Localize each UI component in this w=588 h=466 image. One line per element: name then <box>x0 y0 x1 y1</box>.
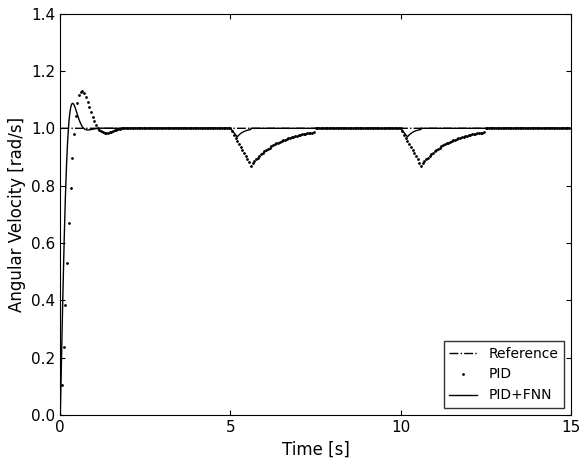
PID <box>78 88 85 94</box>
Y-axis label: Angular Velocity [rad/s]: Angular Velocity [rad/s] <box>8 116 26 312</box>
PID <box>514 125 522 131</box>
Reference <box>286 125 293 131</box>
PID+FNN <box>286 125 293 131</box>
PID <box>560 125 567 131</box>
PID <box>57 412 64 418</box>
PID <box>567 125 574 131</box>
Reference <box>566 125 573 131</box>
Reference <box>500 125 507 131</box>
PID <box>286 135 293 141</box>
Reference <box>383 125 390 131</box>
Line: PID: PID <box>59 89 572 416</box>
X-axis label: Time [s]: Time [s] <box>282 440 349 459</box>
PID+FNN <box>383 125 390 131</box>
PID <box>383 125 390 131</box>
PID+FNN <box>69 101 76 106</box>
PID+FNN <box>514 125 522 131</box>
PID <box>500 125 507 131</box>
Reference <box>567 125 574 131</box>
Line: PID+FNN: PID+FNN <box>61 103 571 415</box>
Legend: Reference, PID, PID+FNN: Reference, PID, PID+FNN <box>444 341 564 408</box>
Reference <box>57 125 64 131</box>
Reference <box>514 125 522 131</box>
PID <box>566 125 573 131</box>
PID+FNN <box>500 125 507 131</box>
PID+FNN <box>566 125 573 131</box>
PID+FNN <box>567 125 574 131</box>
PID+FNN <box>57 412 64 418</box>
Reference <box>560 125 567 131</box>
PID+FNN <box>560 125 567 131</box>
